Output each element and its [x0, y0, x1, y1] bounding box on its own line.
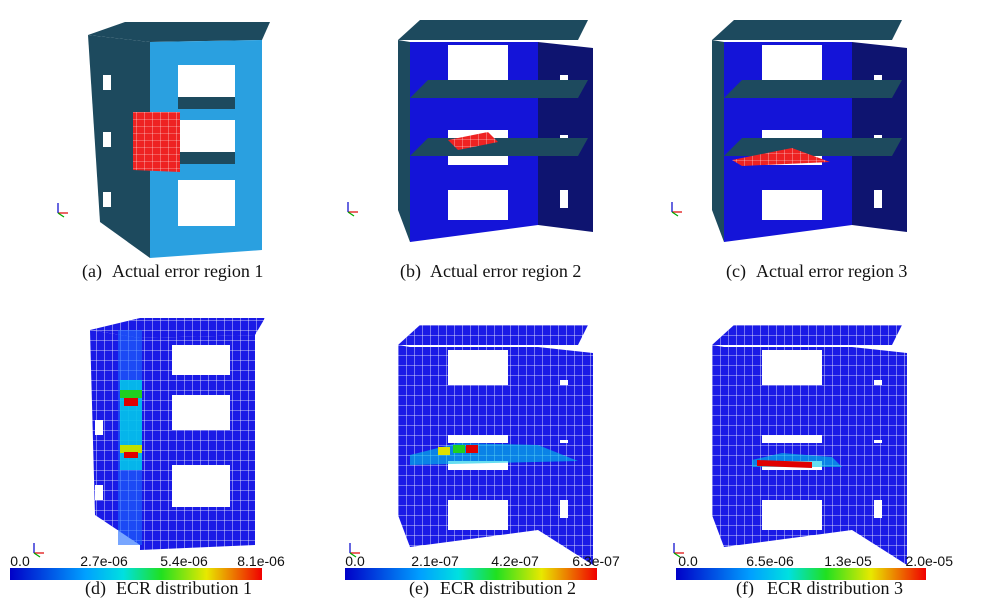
colorbar-tick: 4.2e-07 [491, 553, 539, 569]
caption: Actual error region 3 [756, 261, 907, 281]
caption: Actual error region 2 [430, 261, 581, 281]
colorbar-tick: 8.1e-06 [237, 553, 285, 569]
colorbar [676, 568, 926, 580]
colorbar-tick: 0.0 [345, 553, 365, 569]
caption: ECR distribution 1 [116, 578, 252, 598]
caption-label: (b) [400, 261, 421, 282]
colorbar-tick: 2.7e-06 [80, 553, 128, 569]
colorbar-tick: 2.1e-07 [411, 553, 459, 569]
caption-label: (e) [409, 578, 429, 598]
caption: ECR distribution 3 [767, 578, 903, 598]
colorbar-tick: 5.4e-06 [160, 553, 208, 569]
colorbar-tick: 2.0e-05 [906, 553, 954, 569]
caption-label: (f) [736, 578, 754, 598]
colorbar-tick: 0.0 [10, 553, 30, 569]
caption-label: (c) [726, 261, 746, 282]
panel-d-image [33, 318, 265, 558]
caption-label: (d) [85, 578, 106, 598]
caption: Actual error region 1 [112, 261, 263, 281]
panel-f-image [673, 325, 907, 565]
panel-c-image [671, 20, 907, 242]
colorbar-tick: 0.0 [678, 553, 698, 569]
panel-a-image [57, 22, 270, 258]
colorbar [10, 568, 262, 580]
panel-b-image [347, 20, 593, 242]
colorbar-tick: 6.5e-06 [746, 553, 794, 569]
panel-e-image [349, 325, 593, 565]
caption-label: (a) [82, 261, 102, 282]
caption: ECR distribution 2 [440, 578, 576, 598]
colorbar-tick: 6.3e-07 [572, 553, 620, 569]
colorbar-tick: 1.3e-05 [824, 553, 872, 569]
colorbar [345, 568, 597, 580]
